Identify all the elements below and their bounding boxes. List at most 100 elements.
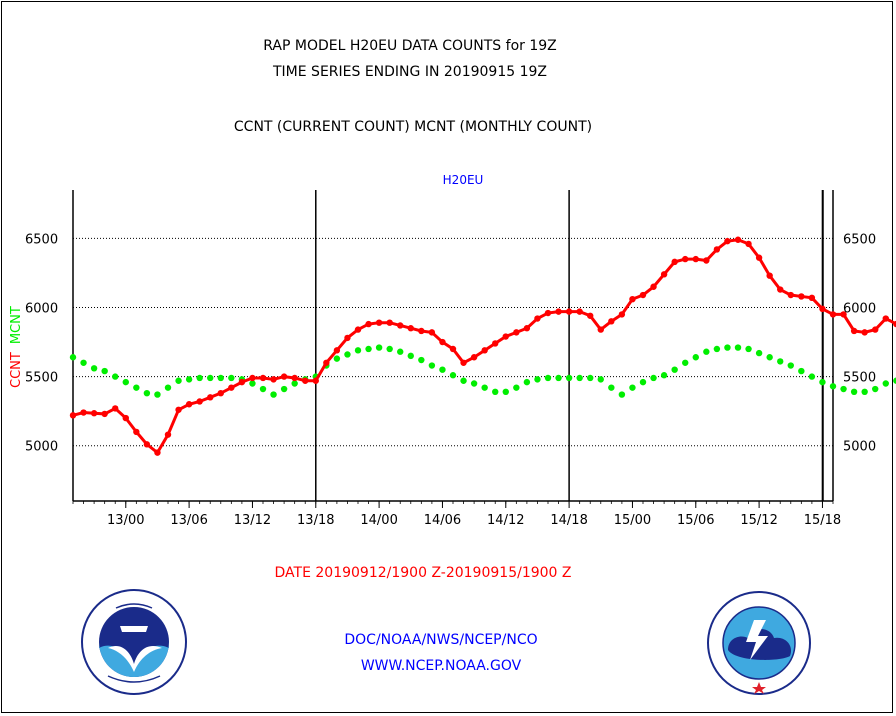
point-mcnt: [850, 388, 858, 396]
point-mcnt: [185, 376, 193, 383]
point-ccnt: [787, 291, 794, 299]
point-mcnt: [682, 359, 689, 366]
point-ccnt: [154, 449, 161, 456]
point-ccnt: [207, 394, 214, 401]
point-mcnt: [492, 388, 499, 396]
y-tick-label-right: 5000: [843, 440, 876, 455]
point-mcnt: [502, 388, 509, 396]
point-ccnt: [639, 291, 647, 299]
point-ccnt: [418, 327, 425, 335]
point-mcnt: [819, 378, 826, 386]
chart-subtitle: CCNT (CURRENT COUNT) MCNT (MONTHLY COUNT…: [233, 119, 593, 135]
point-ccnt: [333, 347, 341, 354]
point-ccnt: [354, 326, 362, 333]
point-mcnt: [544, 374, 552, 382]
point-ccnt: [597, 326, 604, 333]
point-mcnt: [407, 352, 414, 360]
point-mcnt: [703, 348, 710, 355]
point-ccnt: [872, 326, 879, 333]
point-ccnt: [122, 414, 129, 422]
point-mcnt: [534, 376, 541, 383]
point-mcnt: [154, 391, 161, 398]
date-range-label: DATE 20190912/1900 Z-20190915/1900 Z: [274, 565, 572, 581]
point-mcnt: [90, 365, 98, 372]
point-ccnt: [185, 401, 193, 408]
point-mcnt: [449, 372, 457, 379]
vertical-markers: [315, 190, 824, 501]
point-ccnt: [724, 237, 731, 245]
x-tick-label: 15/00: [614, 513, 651, 528]
x-tick-label: 15/06: [677, 513, 714, 528]
point-mcnt: [576, 374, 583, 382]
point-mcnt: [787, 362, 794, 369]
y-label-ccnt: CCNT: [9, 352, 24, 388]
x-tick-label: 14/18: [550, 513, 587, 528]
point-ccnt: [576, 308, 583, 315]
point-ccnt: [344, 334, 351, 342]
point-ccnt: [302, 377, 309, 384]
point-ccnt: [513, 329, 520, 336]
tick-marks: [72, 501, 834, 508]
point-ccnt: [893, 320, 896, 328]
point-mcnt: [893, 377, 896, 384]
x-tick-label: 13/18: [297, 513, 334, 528]
x-tick-label: 14/06: [424, 513, 461, 528]
point-ccnt: [682, 255, 689, 263]
point-ccnt: [882, 315, 889, 322]
point-mcnt: [217, 374, 224, 382]
point-ccnt: [217, 389, 224, 397]
point-ccnt: [238, 378, 246, 386]
point-ccnt: [650, 283, 657, 290]
point-mcnt: [470, 380, 478, 387]
y-tick-label-left: 6000: [25, 301, 58, 316]
point-ccnt: [270, 376, 277, 383]
point-ccnt: [439, 338, 446, 346]
x-tick-label: 15/12: [740, 513, 777, 528]
y-tick-label-left: 6500: [25, 232, 58, 247]
point-ccnt: [175, 406, 182, 413]
point-ccnt: [397, 322, 404, 329]
point-ccnt: [312, 377, 319, 384]
point-ccnt: [618, 311, 626, 318]
point-mcnt: [333, 355, 341, 362]
point-mcnt: [808, 373, 816, 380]
point-ccnt: [280, 373, 288, 380]
series-group: [69, 236, 896, 456]
point-ccnt: [766, 272, 773, 279]
point-ccnt: [565, 308, 573, 315]
point-mcnt: [555, 374, 562, 382]
point-mcnt: [386, 345, 393, 353]
point-mcnt: [766, 354, 773, 361]
point-mcnt: [354, 347, 362, 354]
point-ccnt: [407, 325, 414, 332]
y-tick-label-right: 6500: [843, 232, 876, 247]
point-mcnt: [629, 384, 636, 391]
point-ccnt: [323, 359, 330, 366]
x-tick-label: 14/12: [487, 513, 524, 528]
point-ccnt: [861, 329, 868, 336]
point-mcnt: [481, 384, 488, 391]
y-tick-label-right: 5500: [843, 371, 876, 386]
point-ccnt: [745, 240, 752, 248]
point-mcnt: [143, 389, 151, 397]
x-tick-label: 15/18: [804, 513, 841, 528]
point-mcnt: [418, 356, 425, 364]
point-mcnt: [280, 385, 288, 393]
point-ccnt: [386, 319, 393, 326]
point-ccnt: [502, 333, 509, 340]
point-mcnt: [618, 391, 626, 398]
point-mcnt: [840, 385, 847, 393]
x-tick-label: 13/00: [107, 513, 144, 528]
point-ccnt: [449, 345, 457, 353]
point-mcnt: [660, 372, 668, 379]
point-ccnt: [713, 246, 721, 253]
website-link[interactable]: WWW.NCEP.NOAA.GOV: [360, 658, 522, 674]
chart-title-line1: RAP MODEL H20EU DATA COUNTS for 19Z: [263, 38, 557, 54]
point-mcnt: [523, 378, 531, 386]
point-ccnt: [80, 409, 87, 416]
point-mcnt: [639, 378, 647, 386]
point-mcnt: [650, 374, 657, 382]
point-ccnt: [544, 309, 552, 317]
point-ccnt: [555, 308, 562, 315]
point-mcnt: [861, 388, 868, 396]
